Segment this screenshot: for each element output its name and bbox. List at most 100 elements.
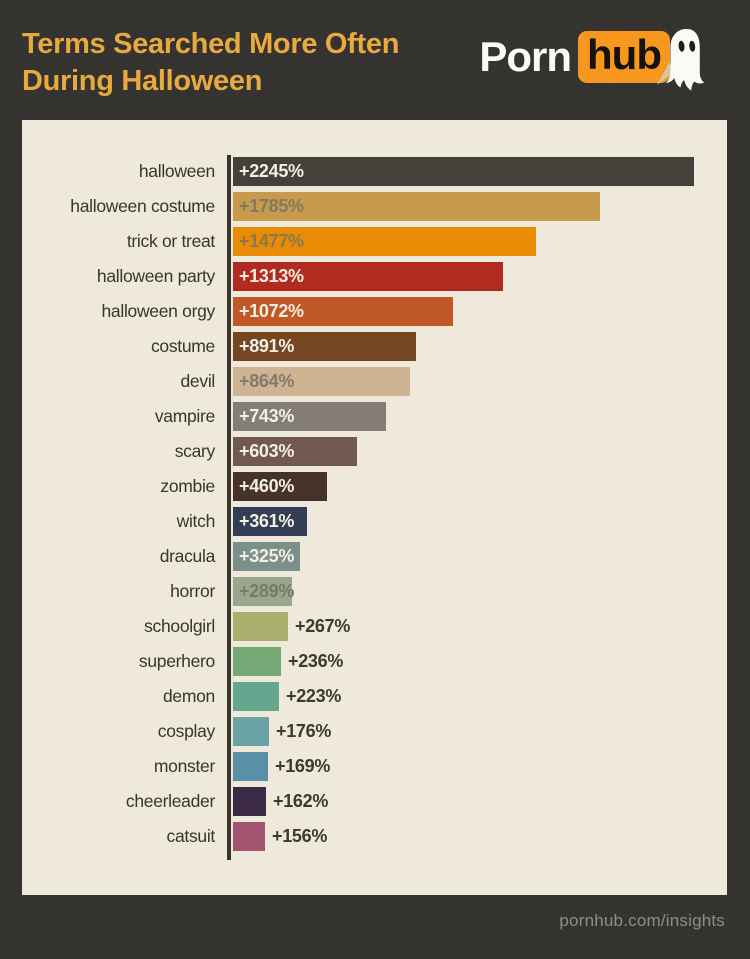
bar-value-label: +603% [239, 441, 295, 461]
chart-row: horror +289% [22, 577, 727, 606]
bar [233, 787, 266, 816]
bar-track: +864% [233, 367, 727, 396]
chart-row: schoolgirl +267% [22, 612, 727, 641]
page-title: Terms Searched More Often During Hallowe… [22, 26, 399, 100]
bar-value-label: +1785% [239, 196, 304, 216]
term-label: monster [153, 756, 215, 776]
bar-track: +1313% [233, 262, 727, 291]
bar-value-label: +460% [239, 476, 295, 496]
bar-track: +162% [233, 787, 727, 816]
bar [233, 822, 265, 851]
bar [233, 717, 269, 746]
bar [233, 682, 279, 711]
term-label: halloween party [96, 266, 215, 286]
chart-row: trick or treat +1477% [22, 227, 727, 256]
bar [233, 647, 281, 676]
bar-track: +325% [233, 542, 727, 571]
chart-row: monster +169% [22, 752, 727, 781]
bar: +460% [233, 472, 327, 501]
bar [233, 612, 288, 641]
ghost-icon [657, 28, 705, 91]
bar-value-label: +169% [275, 756, 331, 776]
bar-value-label: +236% [288, 651, 344, 671]
bar-value-label: +162% [273, 791, 329, 811]
bar [233, 752, 268, 781]
bar: +1477% [233, 227, 536, 256]
footer-url: pornhub.com/insights [559, 911, 725, 930]
bar-track: +176% [233, 717, 727, 746]
bar-value-label: +891% [239, 336, 295, 356]
term-label: schoolgirl [144, 616, 215, 636]
bar: +1072% [233, 297, 453, 326]
term-label: scary [174, 441, 216, 461]
term-label: superhero [138, 651, 215, 671]
bar-value-label: +743% [239, 406, 295, 426]
term-label: costume [150, 336, 215, 356]
chart-row: zombie +460% [22, 472, 727, 501]
bar-track: +267% [233, 612, 727, 641]
bar-track: +891% [233, 332, 727, 361]
bar: +1785% [233, 192, 600, 221]
chart-row: halloween costume +1785% [22, 192, 727, 221]
term-label: witch [176, 511, 216, 531]
term-label: catsuit [166, 826, 216, 846]
bar-track: +2245% [233, 157, 727, 186]
chart-row: devil +864% [22, 367, 727, 396]
chart-row: costume +891% [22, 332, 727, 361]
bar-track: +169% [233, 752, 727, 781]
term-label: halloween orgy [101, 301, 215, 321]
chart-row: demon +223% [22, 682, 727, 711]
chart-row: halloween orgy +1072% [22, 297, 727, 326]
chart-row: vampire +743% [22, 402, 727, 431]
term-label: dracula [159, 546, 216, 566]
brand-logo: Porn hub [479, 28, 708, 91]
term-label: demon [162, 686, 215, 706]
bar-track: +156% [233, 822, 727, 851]
term-label: trick or treat [126, 231, 215, 251]
bar-value-label: +1313% [239, 266, 304, 286]
bar-track: +603% [233, 437, 727, 466]
term-label: devil [180, 371, 216, 391]
chart-row: witch +361% [22, 507, 727, 536]
term-label: cheerleader [125, 791, 215, 811]
bar: +325% [233, 542, 300, 571]
chart-row: halloween party +1313% [22, 262, 727, 291]
term-label: horror [170, 581, 215, 601]
term-label: halloween [138, 161, 215, 181]
header: Terms Searched More Often During Hallowe… [0, 0, 750, 118]
bar-value-label: +176% [276, 721, 332, 741]
bar-track: +1072% [233, 297, 727, 326]
term-label: halloween costume [70, 196, 215, 216]
bar: +891% [233, 332, 416, 361]
bar-track: +460% [233, 472, 727, 501]
bar-rows: halloween +2245% halloween costume +1785… [22, 157, 727, 857]
term-label: vampire [154, 406, 215, 426]
bar: +603% [233, 437, 357, 466]
bar: +361% [233, 507, 307, 536]
bar-track: +289% [233, 577, 727, 606]
bar-track: +236% [233, 647, 727, 676]
logo-word-porn: Porn [479, 33, 572, 80]
bar-value-label: +156% [272, 826, 328, 846]
bar-value-label: +2245% [239, 161, 304, 181]
chart-row: cheerleader +162% [22, 787, 727, 816]
bar-track: +361% [233, 507, 727, 536]
chart-row: superhero +236% [22, 647, 727, 676]
bar: +1313% [233, 262, 503, 291]
bar-track: +743% [233, 402, 727, 431]
chart-panel: halloween +2245% halloween costume +1785… [22, 120, 727, 895]
bar-track: +1477% [233, 227, 727, 256]
chart-row: dracula +325% [22, 542, 727, 571]
bar-value-label: +223% [286, 686, 342, 706]
bar-value-label: +267% [295, 616, 351, 636]
term-label: cosplay [157, 721, 216, 741]
chart-row: halloween +2245% [22, 157, 727, 186]
bar: +2245% [233, 157, 694, 186]
bar-value-label: +361% [239, 511, 295, 531]
bar-value-label: +289% [239, 581, 295, 601]
bar-value-label: +864% [239, 371, 295, 391]
page-title-line1: Terms Searched More Often [22, 28, 400, 60]
bar-track: +223% [233, 682, 727, 711]
bar-value-label: +1477% [239, 231, 304, 251]
page-title-line2: During Halloween [22, 65, 263, 97]
